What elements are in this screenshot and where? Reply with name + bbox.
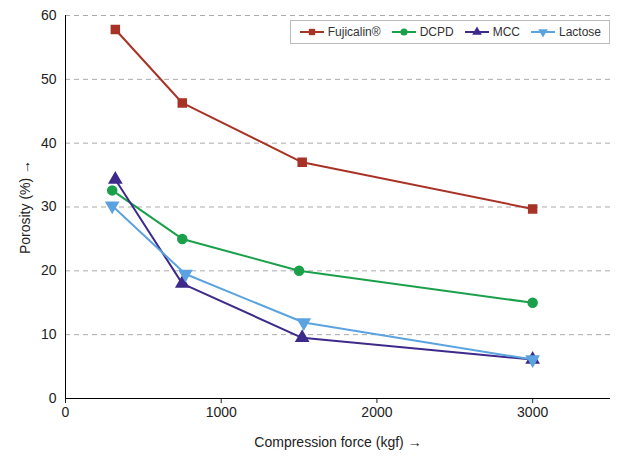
svg-text:30: 30 xyxy=(41,198,57,214)
html-text:MCC: MCC xyxy=(492,25,520,39)
svg-text:0: 0 xyxy=(49,390,57,406)
svg-text:Compression force (kgf) →: Compression force (kgf) → xyxy=(254,434,421,450)
html-text:Fujicalin®: Fujicalin® xyxy=(327,25,381,39)
html-text:DCPD: DCPD xyxy=(419,25,454,39)
svg-text:20: 20 xyxy=(41,262,57,278)
svg-text:2000: 2000 xyxy=(361,404,392,420)
svg-text:0: 0 xyxy=(62,404,70,420)
svg-text:40: 40 xyxy=(41,135,57,151)
html-text:Lactose: Lactose xyxy=(559,25,601,39)
svg-text:60: 60 xyxy=(41,7,57,23)
svg-text:3000: 3000 xyxy=(517,404,548,420)
svg-text:1000: 1000 xyxy=(206,404,237,420)
svg-text:Porosity (%) →: Porosity (%) → xyxy=(17,160,33,254)
svg-text:50: 50 xyxy=(41,71,57,87)
svg-text:10: 10 xyxy=(41,326,57,342)
